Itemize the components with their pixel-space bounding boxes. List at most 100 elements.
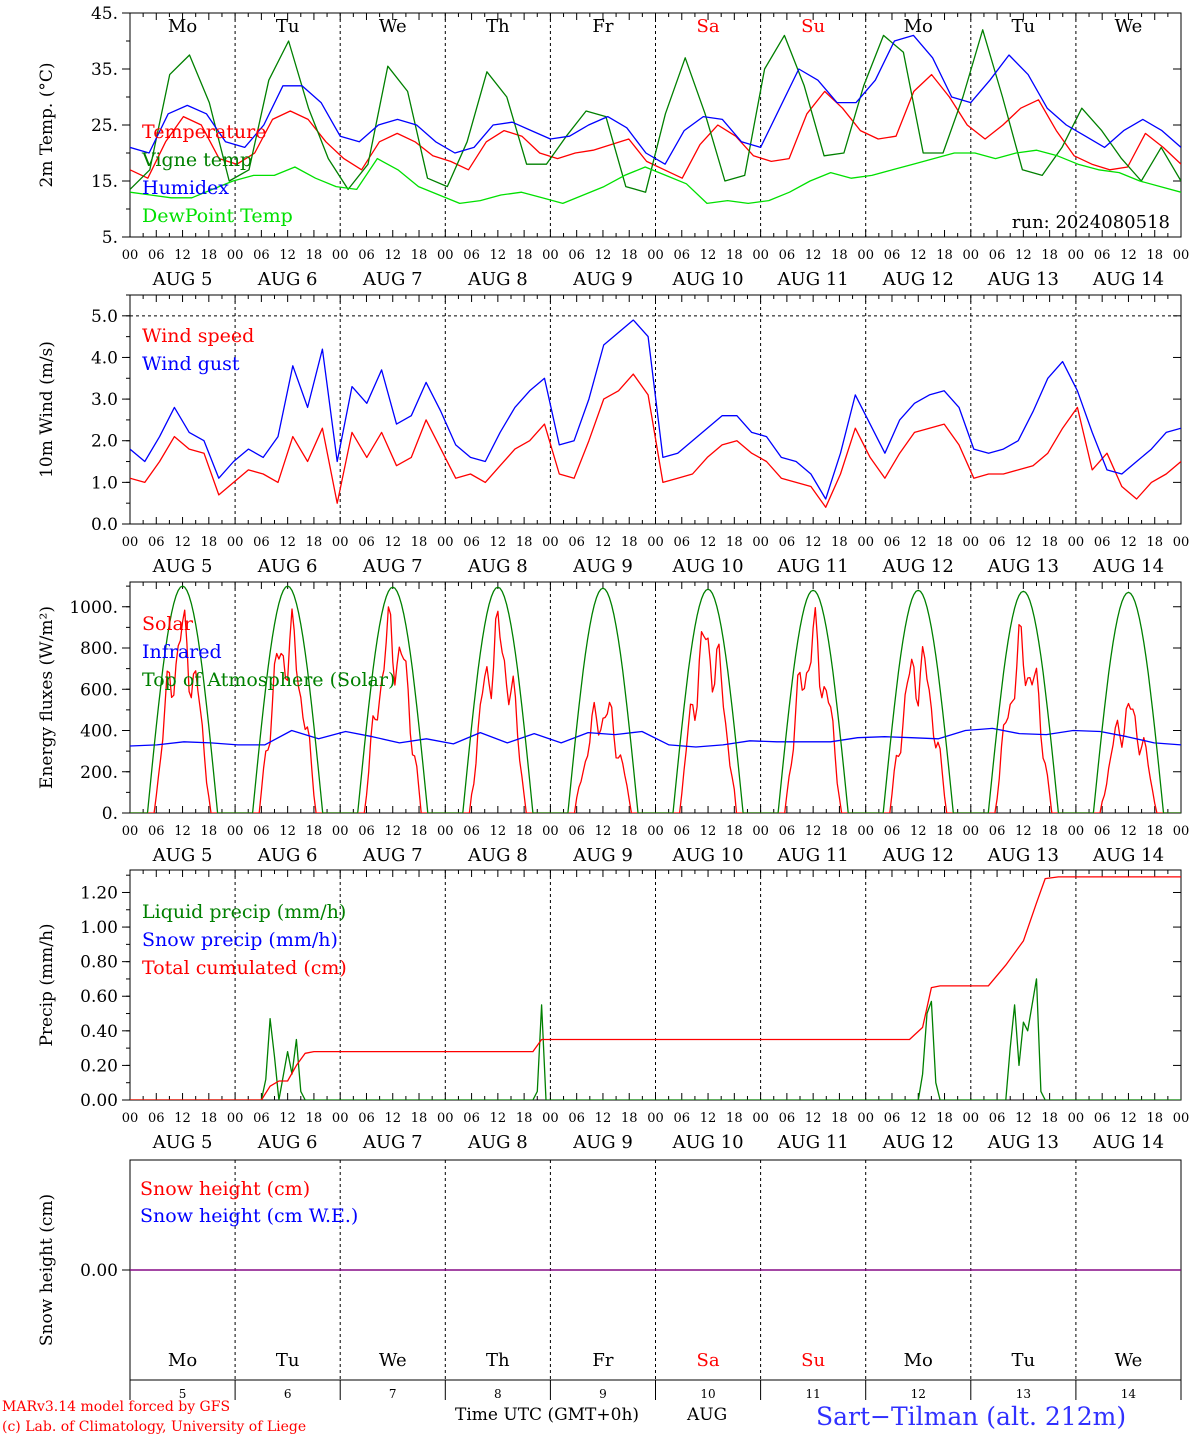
- hour-tick-label: 00: [963, 1111, 980, 1126]
- weekday-label: Mo: [168, 16, 197, 37]
- date-label: AUG 8: [467, 556, 528, 577]
- date-label: AUG 14: [1092, 269, 1164, 290]
- legend-wind-speed: Wind speed: [142, 325, 254, 347]
- legend-total-cumulated-cm: Total cumulated (cm): [142, 957, 347, 979]
- weekday-label: Mo: [168, 1350, 197, 1371]
- lab-credit: (c) Lab. of Climatology, University of L…: [2, 1419, 307, 1435]
- hour-tick-label: 06: [779, 824, 796, 839]
- legend-infrared: Infrared: [142, 641, 222, 663]
- y-tick-label: 0.00: [80, 1261, 118, 1281]
- date-label: AUG 10: [671, 845, 743, 866]
- series-infrared-line: [130, 727, 1181, 748]
- date-label: AUG 12: [882, 845, 954, 866]
- hour-tick-label: 18: [936, 824, 953, 839]
- hour-tick-label: 06: [253, 248, 270, 263]
- day-number-label: 14: [1121, 1387, 1137, 1401]
- y-tick-label: 0.0: [91, 515, 118, 535]
- date-label: AUG 5: [152, 845, 213, 866]
- y-axis-label: Energy fluxes (W/m²): [37, 606, 57, 789]
- series-wind-speed-line: [130, 373, 1181, 508]
- series-dewpoint-temp-line: [130, 149, 1181, 205]
- date-label: AUG 8: [467, 1132, 528, 1153]
- hour-tick-label: 06: [253, 535, 270, 550]
- hour-tick-label: 00: [1173, 824, 1190, 839]
- hour-tick-label: 18: [831, 1111, 848, 1126]
- y-tick-label: 0.60: [80, 987, 118, 1007]
- hour-tick-label: 06: [463, 248, 480, 263]
- hour-tick-label: 00: [963, 535, 980, 550]
- y-tick-label: 0.80: [80, 953, 118, 973]
- hour-tick-label: 18: [201, 824, 218, 839]
- date-label: AUG 8: [467, 269, 528, 290]
- hour-tick-label: 00: [752, 535, 769, 550]
- hour-tick-label: 12: [279, 1111, 296, 1126]
- hour-tick-label: 18: [1041, 824, 1058, 839]
- panel-2: [122, 294, 1182, 525]
- hour-tick-label: 06: [358, 248, 375, 263]
- y-tick-label: 0.20: [80, 1056, 118, 1076]
- hour-tick-label: 06: [884, 535, 901, 550]
- hour-tick-label: 00: [857, 1111, 874, 1126]
- hour-tick-label: 12: [384, 1111, 401, 1126]
- hour-tick-label: 12: [279, 248, 296, 263]
- hour-tick-label: 18: [201, 248, 218, 263]
- hour-tick-label: 12: [174, 248, 191, 263]
- hour-tick-label: 06: [674, 248, 691, 263]
- y-tick-label: 5.0: [91, 307, 118, 327]
- hour-tick-label: 06: [463, 824, 480, 839]
- hour-tick-label: 00: [542, 248, 559, 263]
- date-label: AUG 5: [152, 1132, 213, 1153]
- hour-tick-label: 00: [437, 1111, 454, 1126]
- hour-tick-label: 06: [989, 535, 1006, 550]
- y-axis-label: Precip (mm/h): [37, 923, 57, 1046]
- hour-tick-label: 12: [805, 248, 822, 263]
- hour-tick-label: 12: [700, 248, 717, 263]
- legend-snow-height-cm: Snow height (cm): [140, 1178, 310, 1200]
- hour-tick-label: 12: [490, 1111, 507, 1126]
- hour-tick-label: 06: [568, 535, 585, 550]
- legend-snow-height-cm-w-e: Snow height (cm W.E.): [140, 1205, 358, 1227]
- hour-tick-label: 00: [1173, 248, 1190, 263]
- hour-tick-label: 18: [936, 535, 953, 550]
- hour-tick-label: 12: [910, 824, 927, 839]
- hour-tick-label: 18: [411, 535, 428, 550]
- hour-tick-label: 06: [1094, 248, 1111, 263]
- hour-tick-label: 12: [1120, 824, 1137, 839]
- hour-tick-label: 18: [726, 1111, 743, 1126]
- series-liquid-precip-mm-h-line: [130, 978, 1181, 1100]
- weekday-label: Tu: [276, 1350, 300, 1371]
- date-label: AUG 13: [987, 269, 1059, 290]
- day-number-label: 6: [284, 1387, 292, 1401]
- date-label: AUG 14: [1092, 556, 1164, 577]
- hour-tick-label: 12: [700, 824, 717, 839]
- weekday-label: We: [1115, 1350, 1143, 1371]
- hour-tick-label: 00: [752, 824, 769, 839]
- day-number-label: 10: [700, 1387, 715, 1401]
- day-number-label: 8: [494, 1387, 502, 1401]
- hour-tick-label: 00: [332, 248, 349, 263]
- legend-solar: Solar: [142, 613, 194, 635]
- hour-tick-label: 00: [647, 824, 664, 839]
- hour-tick-label: 12: [1120, 248, 1137, 263]
- hour-tick-label: 12: [910, 248, 927, 263]
- date-label: AUG 13: [987, 1132, 1059, 1153]
- hour-tick-label: 00: [1068, 535, 1085, 550]
- hour-tick-label: 12: [279, 824, 296, 839]
- hour-tick-label: 06: [1094, 824, 1111, 839]
- hour-tick-label: 12: [595, 248, 612, 263]
- y-tick-label: 45.: [91, 4, 118, 24]
- hour-tick-label: 00: [857, 248, 874, 263]
- hour-tick-label: 12: [805, 535, 822, 550]
- weekday-label: Sa: [697, 1350, 720, 1371]
- hour-tick-label: 12: [490, 824, 507, 839]
- y-tick-label: 0.: [102, 804, 118, 824]
- weekday-label: Su: [801, 16, 825, 37]
- day-number-label: 7: [389, 1387, 397, 1401]
- panel-frame: [129, 12, 1182, 238]
- legend-dewpoint-temp: DewPoint Temp: [142, 205, 293, 227]
- hour-tick-label: 18: [831, 824, 848, 839]
- hour-tick-label: 06: [148, 824, 165, 839]
- date-label: AUG 12: [882, 556, 954, 577]
- date-label: AUG 9: [572, 1132, 633, 1153]
